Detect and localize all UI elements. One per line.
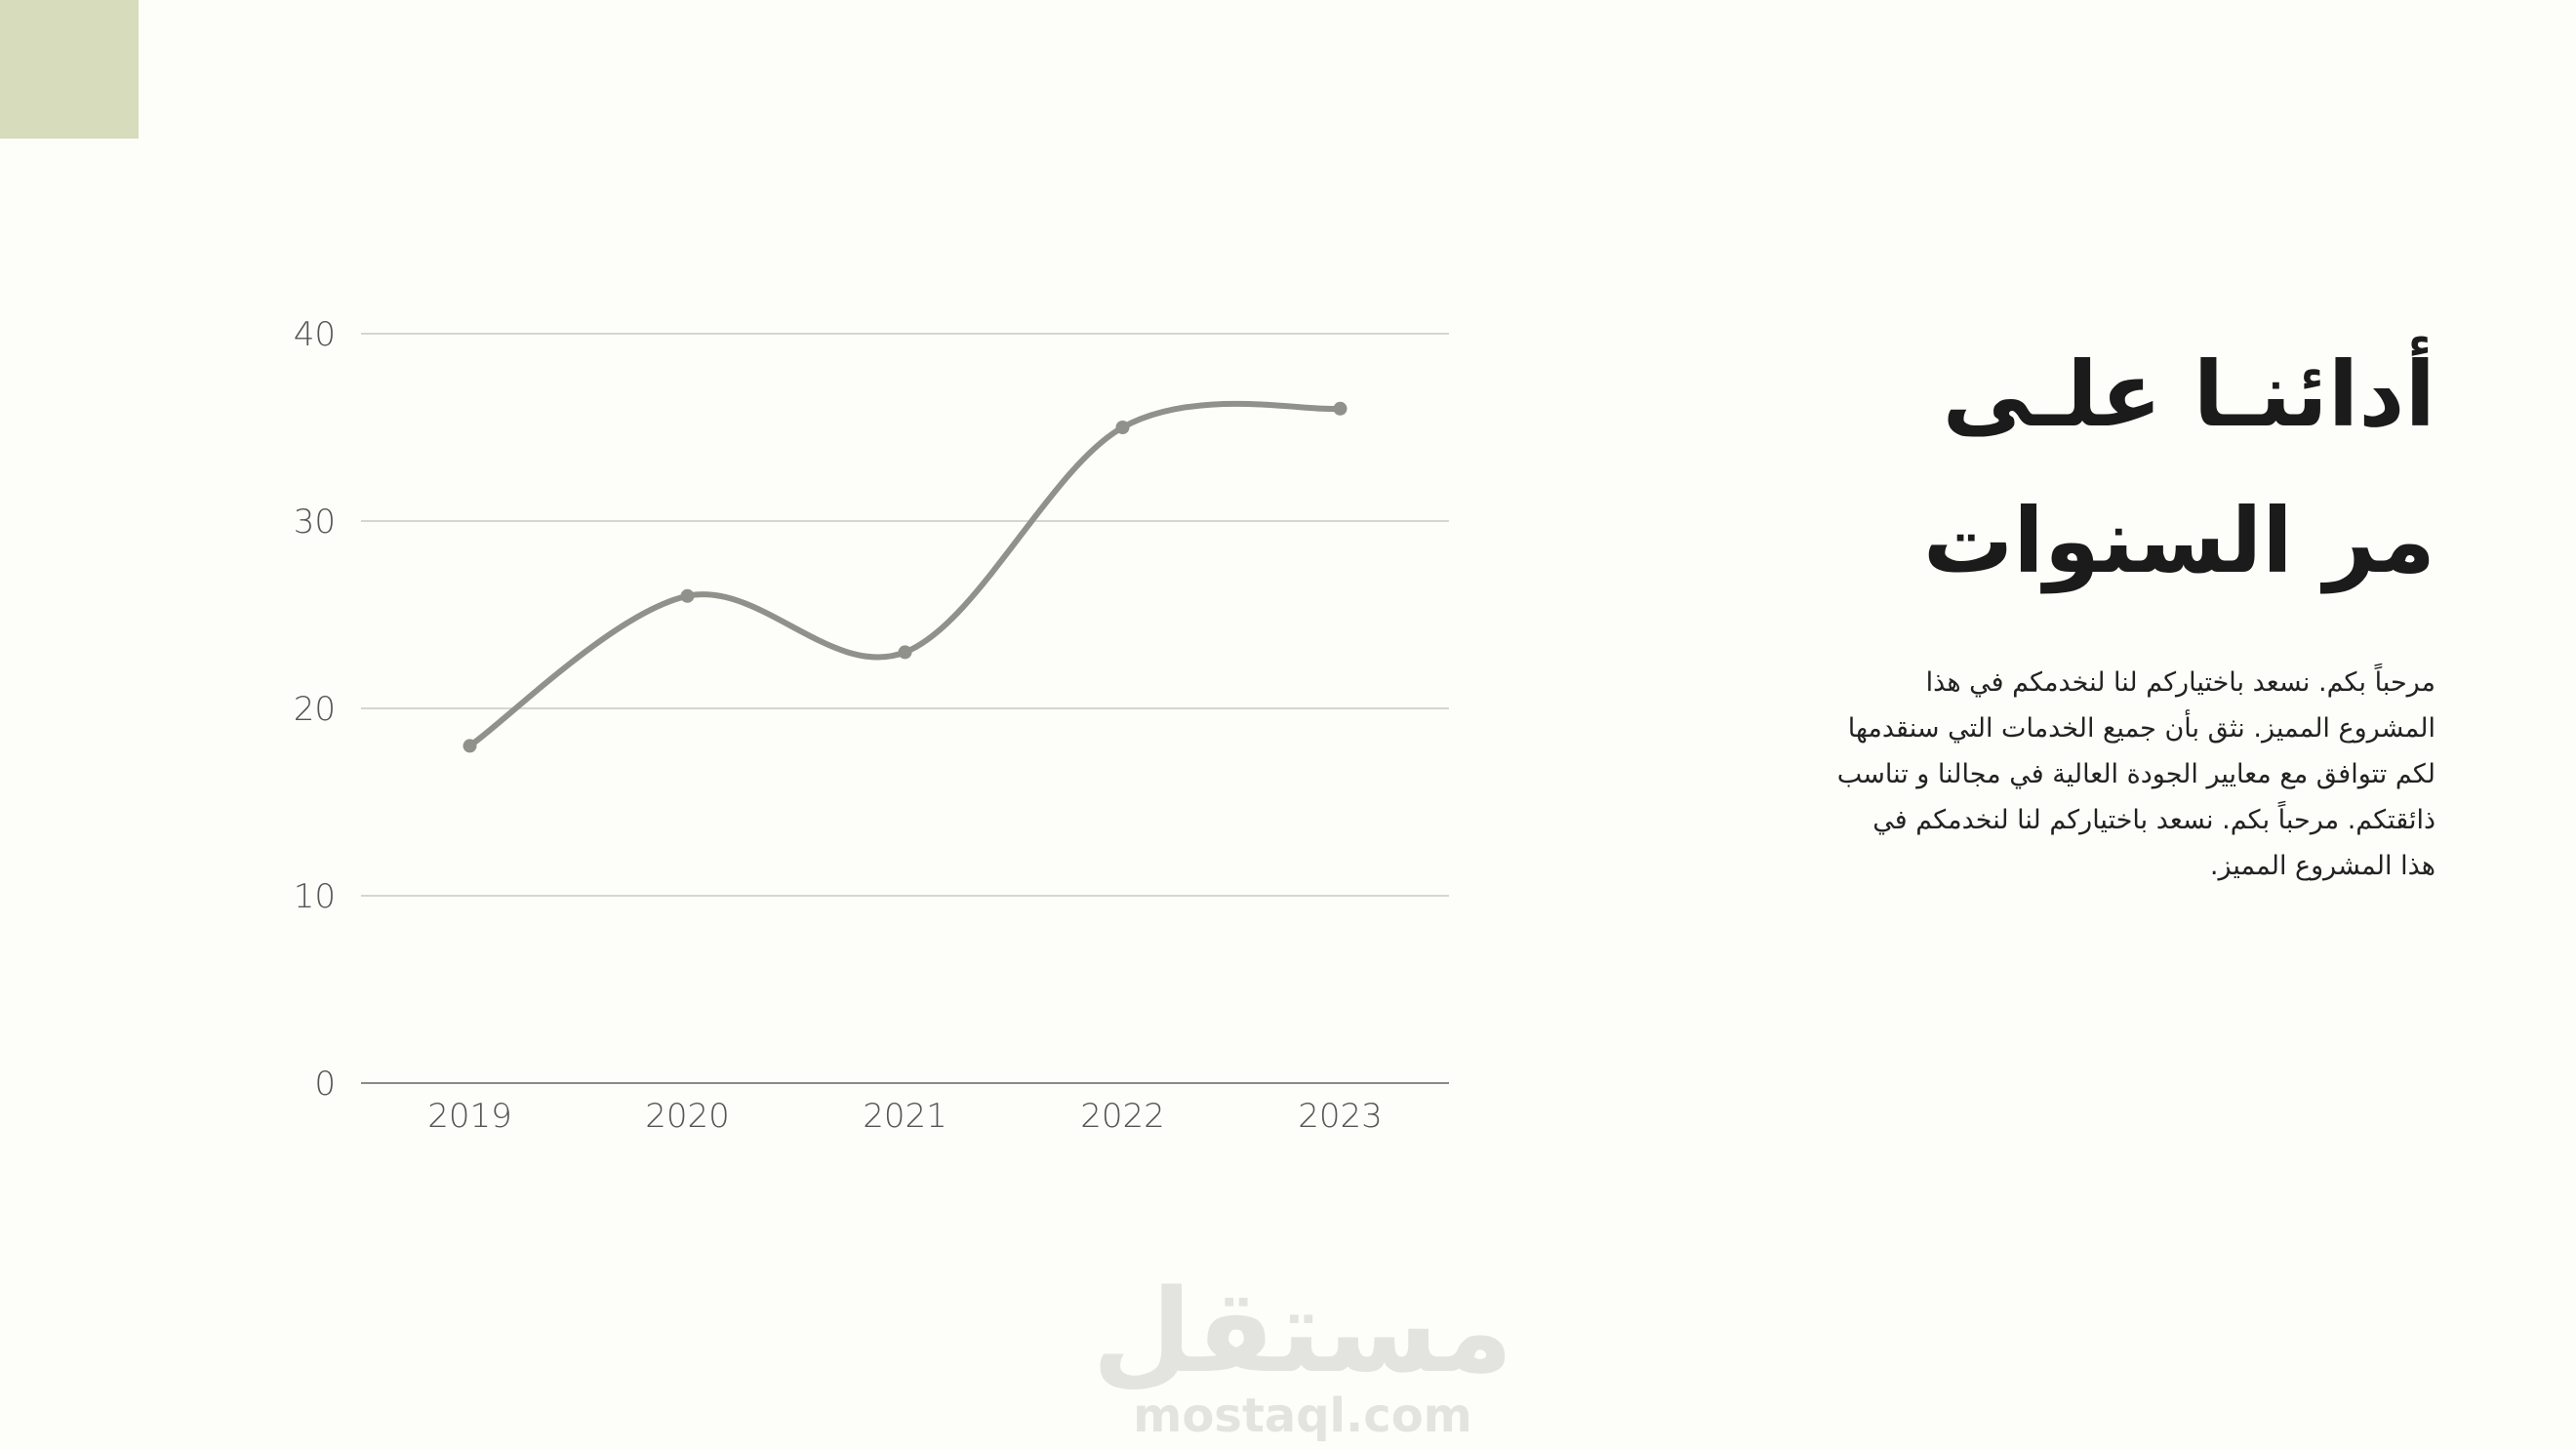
x-tick-label: 2022: [1080, 1097, 1165, 1136]
data-point: [680, 588, 695, 603]
x-tick-label: 2023: [1298, 1097, 1383, 1136]
y-tick-label: 20: [294, 690, 336, 729]
slide-title-line-1: أدائنـا علـى: [1942, 342, 2435, 447]
data-point: [1333, 401, 1348, 416]
watermark-latin: mostaql.com: [1133, 1389, 1472, 1443]
y-tick-label: 40: [294, 315, 336, 354]
data-point: [1115, 421, 1130, 434]
data-point: [463, 739, 477, 753]
x-tick-label: 2020: [645, 1097, 730, 1136]
mostaql-watermark: مستقل mostaql.com: [1088, 1273, 1517, 1443]
data-point: [898, 645, 912, 660]
y-tick-label: 10: [294, 877, 336, 916]
slide-title: أدائنـا علـى مر السنوات: [1850, 322, 2435, 615]
slide-body-text: مرحباً بكم. نسعد باختياركم لنا لنخدمكم ف…: [1836, 667, 2435, 881]
y-tick-label: 30: [294, 503, 336, 542]
slide-title-line-2: مر السنوات: [1922, 489, 2435, 593]
y-tick-label: 0: [314, 1065, 336, 1104]
series-line: [466, 400, 1344, 749]
watermark-arabic: مستقل: [1092, 1264, 1513, 1398]
corner-accent-block: [0, 0, 139, 139]
x-tick-label: 2021: [863, 1097, 947, 1136]
x-tick-label: 2019: [427, 1097, 512, 1136]
